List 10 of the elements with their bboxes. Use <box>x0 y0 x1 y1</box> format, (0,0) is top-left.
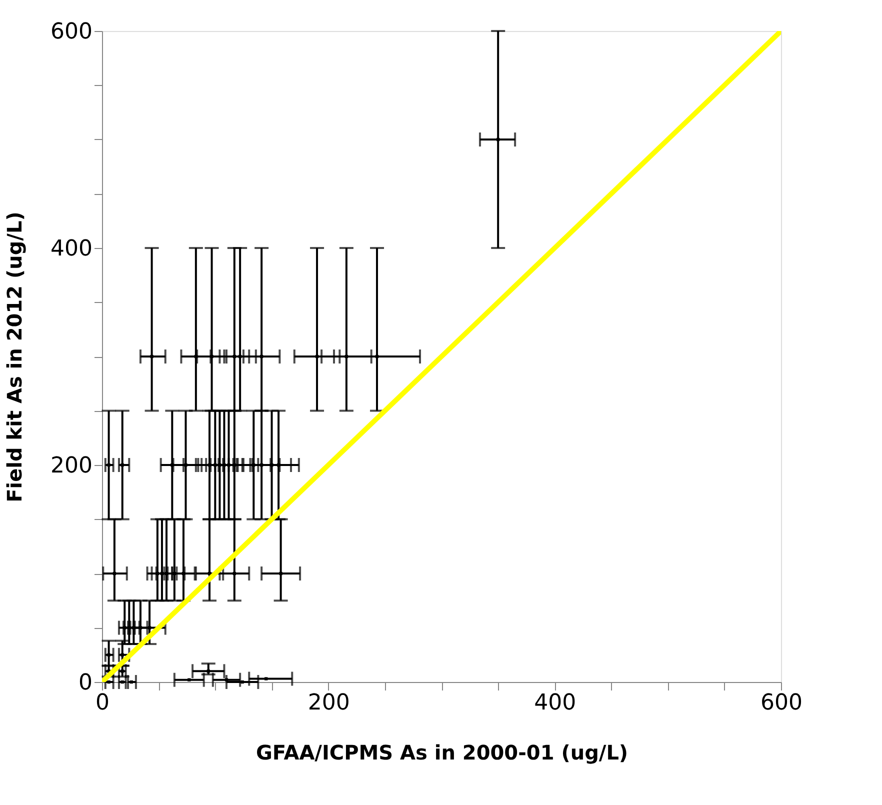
y-tick-label: 600 <box>50 20 92 44</box>
x-tick-label: 200 <box>308 690 350 716</box>
y-axis-title: Field kit As in 2012 (ug/L) <box>2 212 27 502</box>
x-tick-label: 600 <box>760 690 802 716</box>
x-tick-label: 0 <box>96 690 110 716</box>
x-axis-title: GFAA/ICPMS As in 2000-01 (ug/L) <box>256 740 628 764</box>
x-tick-label: 400 <box>534 690 576 716</box>
y-tick-label: 0 <box>78 670 92 696</box>
y-tick-label: 400 <box>50 236 92 262</box>
y-tick-label: 200 <box>50 454 92 478</box>
